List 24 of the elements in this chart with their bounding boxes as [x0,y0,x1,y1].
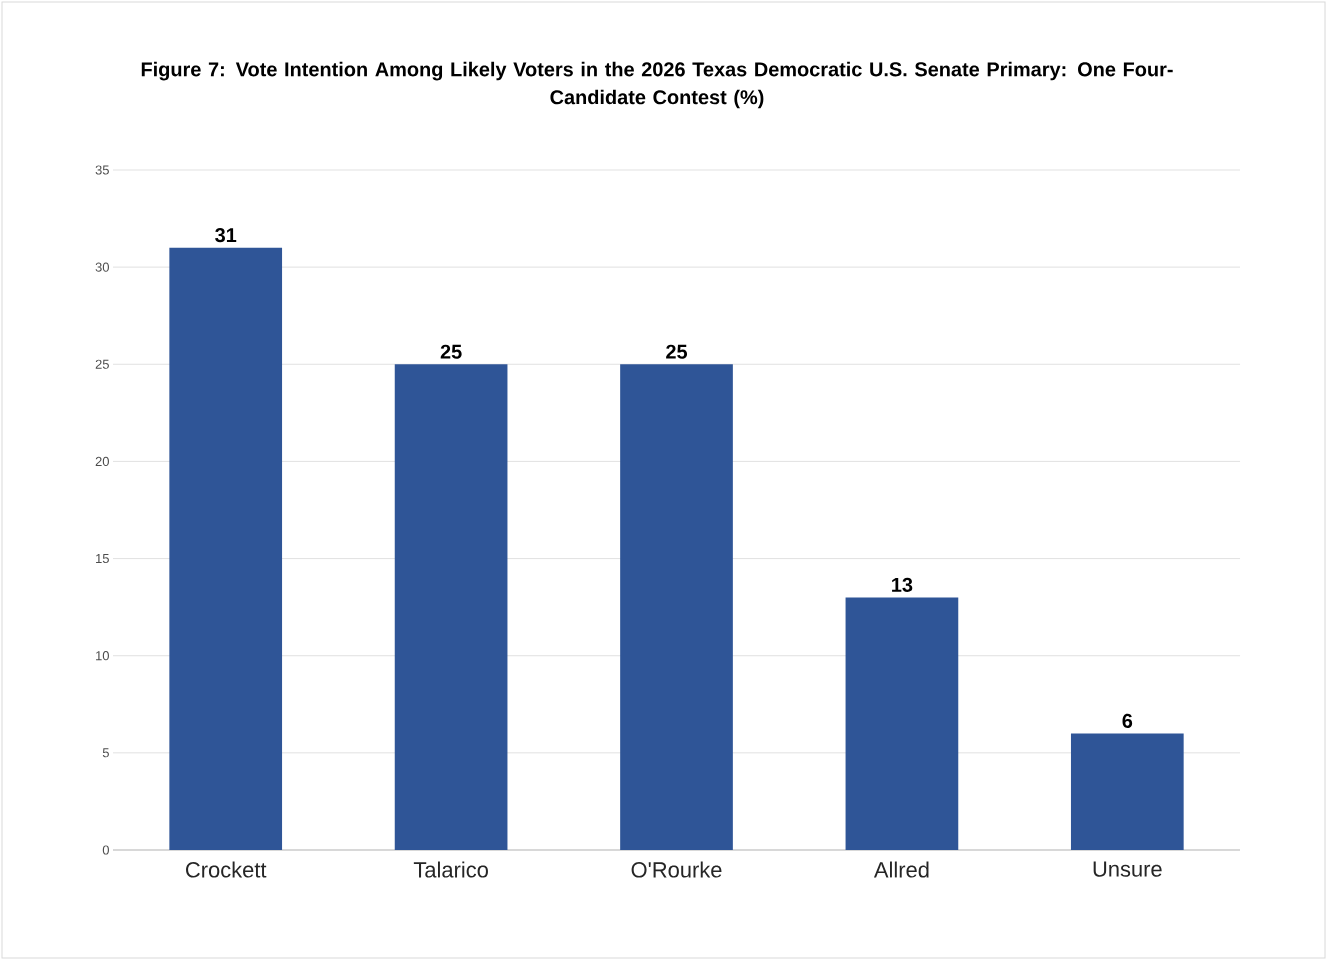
y-tick-label: 20 [95,456,109,466]
x-tick-label: Crockett [186,861,267,878]
y-tick-label: 35 [95,165,109,175]
data-label: 13 [892,577,913,592]
x-tick-label: Allred [873,861,929,878]
y-tick-label: 30 [95,262,109,272]
y-tick-label: 10 [96,651,109,661]
data-label: 6 [1122,713,1133,728]
x-tick-label: O'Rourke [631,861,722,878]
chart-title: Figure 7: Vote Intention Among Likely Voters in the 2026 Texas Democratic U.S. Senate Primary: One Four-Candidate Contest (%) [141,61,1173,109]
bar [620,364,733,850]
y-tick-label: 15 [96,554,109,564]
y-tick-label: 5 [102,748,109,758]
data-label: 31 [215,228,237,243]
bar [394,364,508,850]
x-tick-label: Talarico [413,861,488,878]
bar [1070,733,1184,850]
data-label: 25 [666,344,688,359]
data-label: 25 [440,344,462,359]
y-tick-label: 0 [102,845,109,855]
y-tick-label: 25 [95,359,109,369]
bar [169,247,283,850]
bar [845,597,959,850]
x-tick-label: Unsure [1093,861,1162,877]
